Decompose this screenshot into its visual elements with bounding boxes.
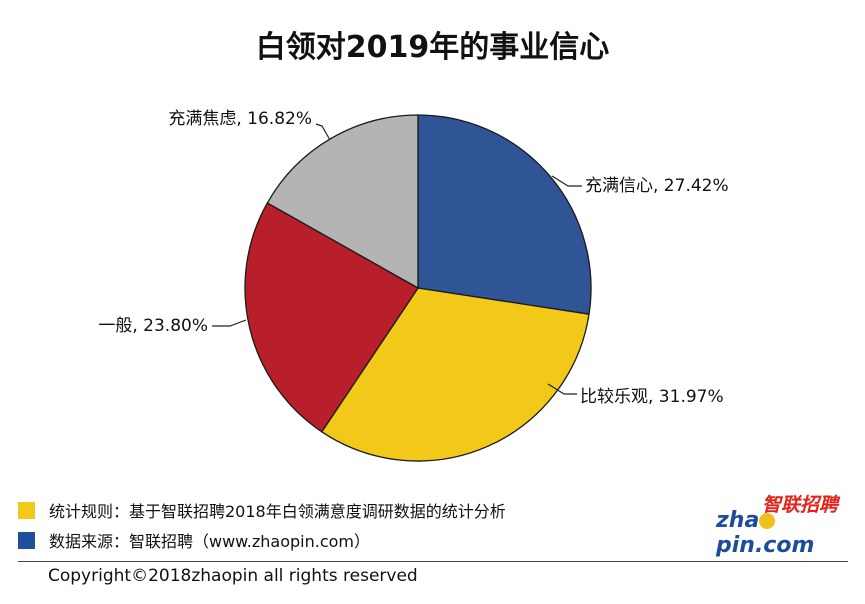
slice-label-4: 充满焦虑, 16.82% [168,109,312,129]
pie-chart: 充满信心, 27.42% 比较乐观, 31.97% 一般, 23.80% 充满焦虑, … [98,109,729,462]
pie-slice-3 [244,202,419,433]
leader-line-4 [315,123,331,141]
leader-line-3 [212,319,247,327]
note-rule-text: 统计规则：基于智联招聘2018年白领满意度调研数据的统计分析 [49,502,506,521]
leader-line-2 [547,383,577,395]
pie-slice-4 [266,114,419,290]
leader-line-1 [551,175,582,187]
slice-label-2: 比较乐观, 31.97% [580,387,724,407]
footer-divider [18,561,848,562]
note-source: 数据来源：智联招聘（www.zhaopin.com） [18,528,506,552]
pie-slice-2 [320,287,590,462]
logo-cn: 智联招聘 [761,494,838,516]
note-source-marker [18,531,35,549]
zhaopin-logo: 智联招聘 zhapin.com [716,490,846,558]
logo-en: zhapin.com [716,508,846,558]
chart-title: 白领对2019年的事业信心 [255,30,610,65]
logo-en-post: pin.com [716,533,815,558]
logo-dot-icon [759,513,776,529]
logo-en-pre: zha [716,508,760,533]
slice-label-1: 充满信心, 27.42% [585,176,729,196]
pie-slice-1 [417,114,592,315]
slice-label-3: 一般, 23.80% [98,316,208,336]
note-rule: 统计规则：基于智联招聘2018年白领满意度调研数据的统计分析 [18,498,506,522]
note-rule-marker [18,501,35,519]
copyright: Copyright©2018zhaopin all rights reserve… [48,566,418,586]
notes: 统计规则：基于智联招聘2018年白领满意度调研数据的统计分析 数据来源：智联招聘… [18,498,506,558]
note-source-text: 数据来源：智联招聘（www.zhaopin.com） [49,532,371,551]
